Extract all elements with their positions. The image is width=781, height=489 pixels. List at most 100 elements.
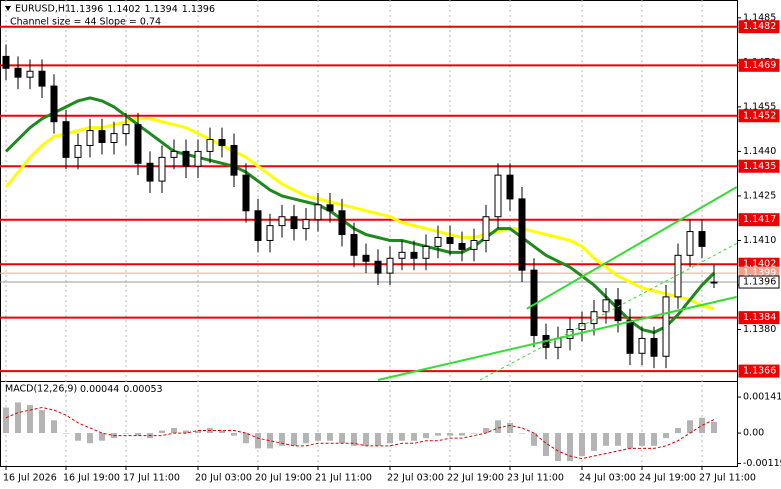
macd-bar bbox=[3, 407, 9, 434]
header-value: 1.1394 bbox=[145, 4, 178, 15]
candle-body bbox=[458, 242, 466, 250]
candle-body bbox=[470, 239, 478, 250]
indicator-text: Channel size = 44 Slope = 0.74 bbox=[10, 17, 161, 28]
macd-signal bbox=[5, 407, 715, 460]
candle-body bbox=[338, 210, 346, 236]
plot-frame bbox=[0, 0, 738, 467]
level-label-box bbox=[738, 58, 780, 72]
macd-bar bbox=[27, 404, 33, 434]
x-tick-label: 22 Jul 19:00 bbox=[447, 473, 504, 484]
macd-bar bbox=[603, 433, 609, 446]
macd-bar bbox=[99, 433, 105, 441]
macd-bar bbox=[267, 433, 273, 449]
y-tick-label: 0.00 bbox=[743, 428, 764, 439]
candle-body bbox=[374, 260, 382, 274]
y-tick-label: 1.1380 bbox=[743, 324, 776, 335]
macd-bar bbox=[615, 433, 621, 446]
macd-bar bbox=[279, 433, 285, 446]
x-tick-label: 20 Jul 19:00 bbox=[255, 473, 312, 484]
macd-bar bbox=[471, 433, 477, 434]
candle-body bbox=[146, 162, 154, 182]
macd-bar bbox=[531, 433, 537, 446]
macd-bar bbox=[507, 422, 513, 434]
macd-bar bbox=[555, 433, 561, 462]
macd-bar bbox=[375, 433, 381, 446]
candle-body bbox=[710, 281, 718, 284]
x-tick-label: 21 Jul 11:00 bbox=[315, 473, 372, 484]
candle-body bbox=[110, 133, 118, 143]
macd-bar bbox=[663, 433, 669, 439]
candle-body bbox=[266, 225, 274, 241]
macd-bar bbox=[291, 433, 297, 446]
candle-body bbox=[362, 254, 370, 262]
y-tick-label: 1.1410 bbox=[743, 235, 776, 246]
candle-body bbox=[626, 320, 634, 354]
level-label: 1.1452 bbox=[743, 110, 776, 121]
channel-line bbox=[526, 186, 738, 310]
candle-body bbox=[398, 251, 406, 259]
x-tick-label: 22 Jul 03:00 bbox=[387, 473, 444, 484]
macd-bar bbox=[315, 433, 321, 441]
candle-body bbox=[290, 216, 298, 230]
level-label-box bbox=[738, 20, 780, 34]
candle-body bbox=[686, 231, 694, 256]
macd-bar bbox=[327, 433, 333, 441]
candle-body bbox=[494, 174, 502, 218]
channel-line bbox=[377, 295, 738, 381]
level-label-box bbox=[738, 364, 780, 378]
y-tick-label: 0.00141 bbox=[743, 392, 781, 403]
candle-body bbox=[518, 198, 526, 271]
candle-body bbox=[506, 174, 514, 200]
candle-body bbox=[2, 55, 10, 69]
candle-body bbox=[194, 150, 202, 167]
macd-bar bbox=[495, 420, 501, 434]
macd-header: 0.00044 0.00053 bbox=[80, 384, 163, 395]
x-tick-label: 17 Jul 11:00 bbox=[123, 473, 180, 484]
macd-bar bbox=[675, 427, 681, 434]
macd-bar bbox=[195, 430, 201, 434]
macd-bar bbox=[519, 433, 525, 434]
channel-line bbox=[479, 242, 738, 381]
candle-body bbox=[218, 139, 226, 146]
level-label: 1.1469 bbox=[743, 60, 776, 71]
level-label-box bbox=[738, 275, 780, 289]
macd-bar bbox=[447, 433, 453, 436]
level-label-box bbox=[738, 213, 780, 227]
candle-body bbox=[590, 311, 598, 325]
macd-bar bbox=[159, 430, 165, 434]
macd-bar bbox=[135, 433, 141, 436]
macd-bar bbox=[699, 417, 705, 434]
header-value: 1.1396 bbox=[70, 4, 103, 15]
x-tick-label: 27 Jul 11:00 bbox=[699, 473, 756, 484]
candle-body bbox=[134, 124, 142, 164]
ohlc-header: 1.1396 1.1402 1.1394 1.1396 bbox=[70, 4, 215, 15]
level-label-box bbox=[738, 159, 780, 173]
macd-bar bbox=[543, 433, 549, 457]
level-label: 1.1435 bbox=[743, 161, 776, 172]
candle-body bbox=[650, 337, 658, 357]
candle-body bbox=[182, 150, 190, 167]
macd-bar bbox=[171, 427, 177, 434]
candle-body bbox=[170, 150, 178, 158]
collapse-arrow[interactable] bbox=[5, 6, 11, 11]
macd-bar bbox=[231, 433, 237, 436]
macd-bar bbox=[651, 433, 657, 446]
macd-bar bbox=[567, 433, 573, 462]
macd-bar bbox=[339, 433, 345, 444]
macd-bar bbox=[303, 433, 309, 444]
price-pane bbox=[0, 25, 738, 381]
header-value: 1.1402 bbox=[107, 4, 140, 15]
candle-body bbox=[434, 237, 442, 247]
header-value: 0.00053 bbox=[123, 384, 162, 395]
x-tick-label: 16 Jul 19:00 bbox=[63, 473, 120, 484]
candle-body bbox=[230, 144, 238, 176]
candle-body bbox=[242, 174, 250, 212]
macd-bar bbox=[435, 433, 441, 436]
candle-body bbox=[38, 70, 46, 87]
symbol: EURUSD,H1 bbox=[15, 4, 71, 15]
macd-bar bbox=[351, 433, 357, 446]
level-label: 1.1417 bbox=[743, 214, 776, 225]
x-tick-label: 16 Jul 2026 bbox=[3, 473, 57, 484]
moving-average bbox=[4, 117, 715, 311]
